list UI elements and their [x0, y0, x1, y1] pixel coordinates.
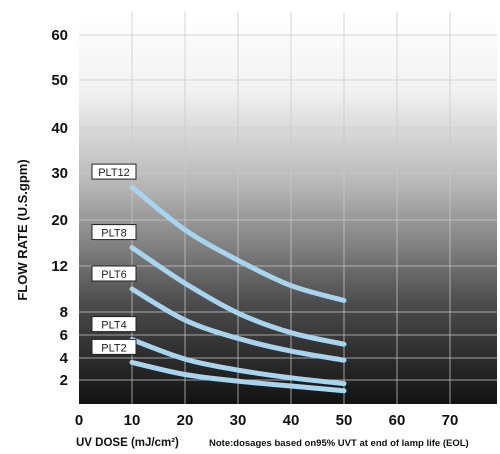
y-tick-label: 30 — [51, 165, 68, 182]
y-tick-label: 8 — [60, 304, 68, 321]
series-tag-label: PLT2 — [101, 342, 126, 354]
series-tag-label: PLT12 — [98, 167, 130, 179]
x-tick-label: 70 — [442, 412, 459, 429]
series-tag-plt2: PLT2 — [91, 338, 137, 355]
plot-area — [79, 12, 497, 404]
series-tag-box — [91, 316, 137, 333]
series-line-plt6 — [129, 286, 347, 363]
series-tag-label: PLT8 — [101, 228, 126, 240]
x-tick-label: 60 — [389, 412, 406, 429]
y-tick-label: 6 — [60, 327, 68, 344]
x-tick-label: 0 — [75, 412, 83, 429]
y-tick-label: 12 — [51, 258, 68, 275]
grid-lines — [79, 12, 497, 404]
y-axis-label: FLOW RATE (U.S.gpm) — [15, 159, 30, 300]
series-tag-box — [91, 163, 137, 180]
series-line-plt2 — [129, 359, 347, 394]
y-tick-label: 4 — [60, 350, 69, 367]
y-tick-label: 40 — [51, 120, 68, 137]
x-axis-label: UV DOSE (mJ/cm²) — [76, 437, 179, 449]
x-tick-label: 50 — [336, 412, 353, 429]
y-tick-label: 20 — [51, 212, 68, 229]
y-tick-label: 50 — [51, 72, 68, 89]
series-line-plt4 — [129, 337, 347, 387]
series-tag-label: PLT6 — [101, 269, 126, 281]
series-line-plt8 — [129, 245, 347, 347]
x-axis-ticks: 0 10 20 30 40 50 60 70 — [75, 412, 459, 429]
y-axis-ticks: 2 4 6 8 12 20 30 40 50 60 — [51, 27, 68, 389]
series-tag-plt8: PLT8 — [91, 224, 137, 241]
x-tick-label: 10 — [124, 412, 141, 429]
series-tag-label: PLT4 — [101, 320, 126, 332]
series-tag-plt6: PLT6 — [91, 265, 137, 282]
series-tag-box — [91, 265, 137, 282]
series-tag-plt4: PLT4 — [91, 316, 137, 333]
y-tick-label: 2 — [60, 372, 68, 389]
series-tag-box — [91, 338, 137, 355]
series-lines — [129, 184, 347, 394]
x-tick-label: 20 — [177, 412, 194, 429]
chart-note: Note:dosages based on95% UVT at end of l… — [209, 438, 469, 449]
y-tick-label: 60 — [51, 27, 68, 44]
series-tag-box — [91, 224, 137, 241]
x-tick-label: 40 — [283, 412, 300, 429]
x-tick-label: 30 — [230, 412, 247, 429]
series-tag-plt12: PLT12 — [91, 163, 137, 180]
series-line-plt12 — [129, 184, 347, 303]
series-labels: PLT12 PLT8 PLT6 PLT4 PLT2 — [91, 163, 137, 355]
